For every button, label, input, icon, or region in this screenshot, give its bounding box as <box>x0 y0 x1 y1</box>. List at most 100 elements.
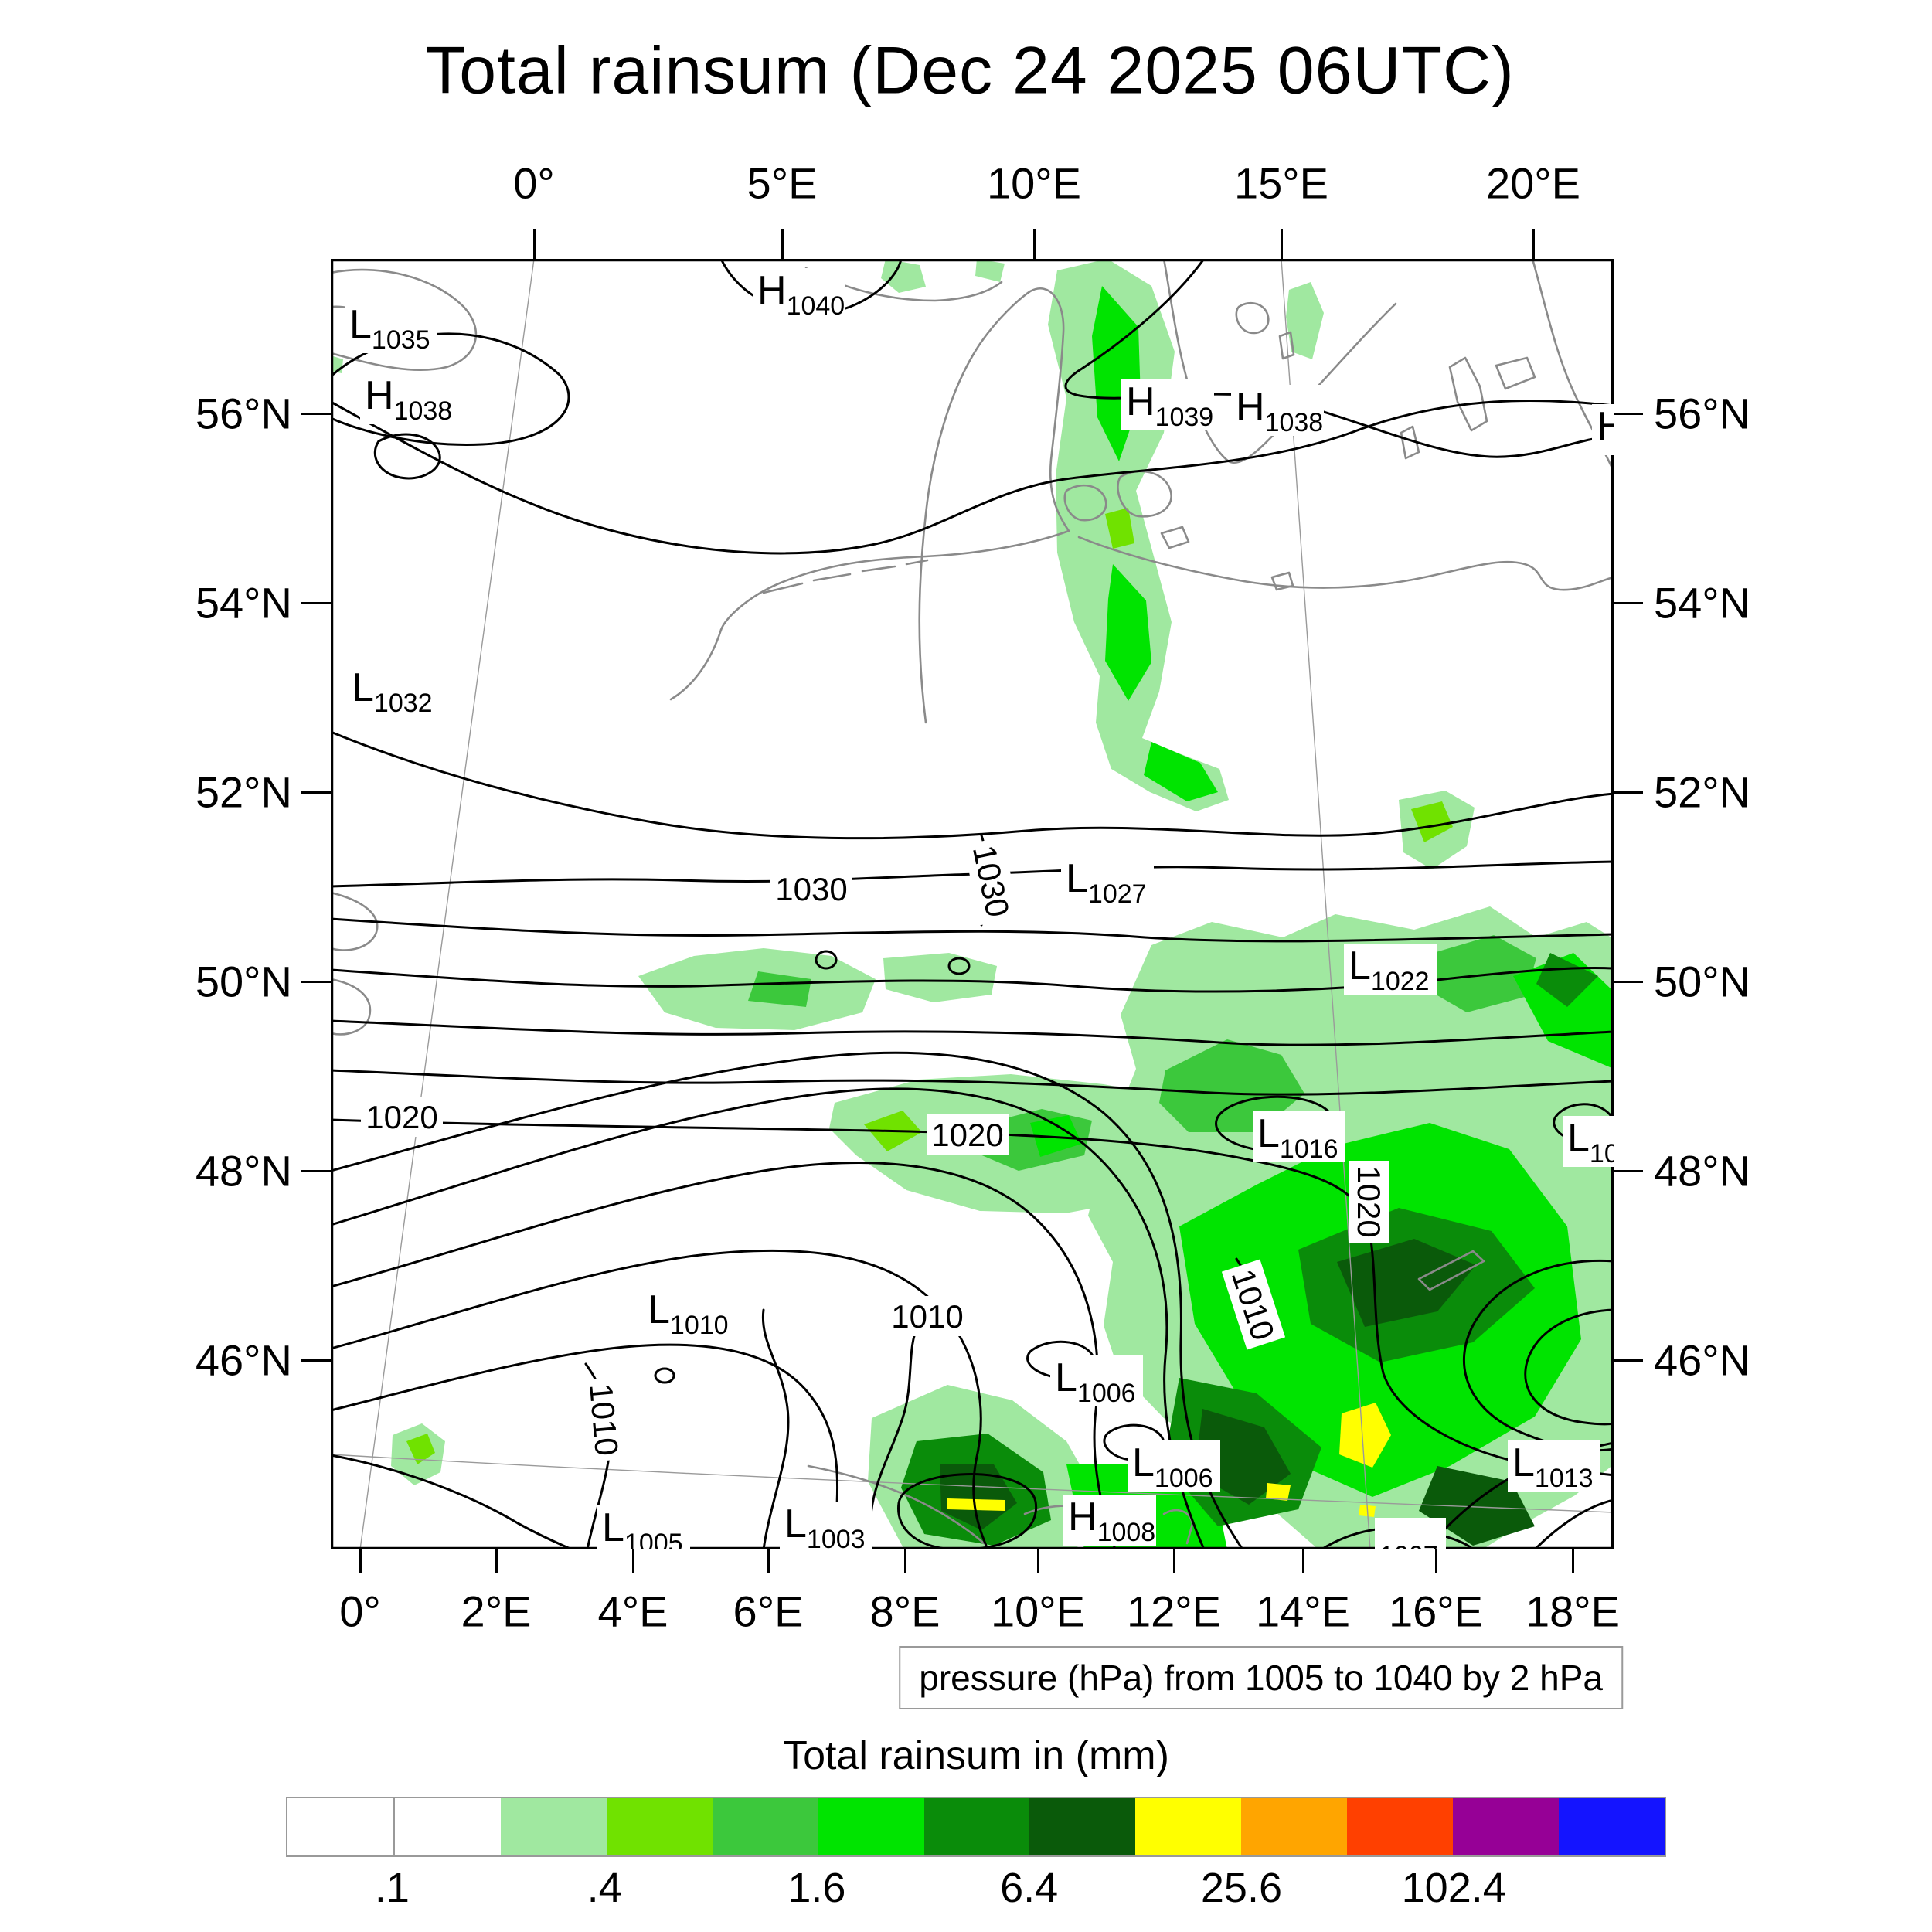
coast-german-bight <box>719 529 1070 631</box>
legend-tick-label: .1 <box>374 1865 410 1911</box>
pressure-center-label: L1019 <box>1563 1116 1614 1168</box>
coast-scotland <box>331 268 478 372</box>
lake-vanern <box>1235 301 1270 335</box>
svg-text:H1038: H1038 <box>1236 385 1323 437</box>
bottom-axis-label: 2°E <box>461 1587 532 1636</box>
pressure-caption-box: pressure (hPa) from 1005 to 1040 by 2 hP… <box>899 1646 1623 1709</box>
pressure-center-label: L1006 <box>1128 1440 1220 1493</box>
top-axis-label: 5°E <box>747 158 818 208</box>
coast-liguria <box>807 1464 985 1545</box>
left-axis-label: 46°N <box>195 1335 292 1385</box>
left-axis-tick <box>301 791 331 794</box>
bottom-axis-label: 4°E <box>597 1587 668 1636</box>
bottom-axis-tick <box>904 1549 906 1573</box>
right-axis-label: 46°N <box>1654 1335 1751 1385</box>
svg-text:L1027: L1027 <box>1066 856 1147 909</box>
map-panel: H1040 L1035 H1038 H1039 H1038 H L1032 L1027 L102… <box>331 259 1614 1549</box>
top-axis-label: 0° <box>513 158 555 208</box>
bottom-axis-tick <box>632 1549 634 1573</box>
svg-text:1020: 1020 <box>366 1099 437 1135</box>
bottom-axis-tick <box>1435 1549 1437 1573</box>
svg-text:H1039: H1039 <box>1126 379 1213 432</box>
legend-color-cell <box>500 1798 607 1855</box>
rain-yellow <box>947 1403 1391 1517</box>
pressure-center-label: H <box>1592 404 1614 455</box>
map-labels-layer: H1040 L1035 H1038 H1039 H1038 H L1032 L1027 L102… <box>345 268 1614 1549</box>
pressure-center-label: L1032 <box>347 665 440 718</box>
bottom-axis-tick <box>1173 1549 1175 1573</box>
svg-text:L1013: L1013 <box>1512 1440 1594 1493</box>
right-axis-label: 52°N <box>1654 767 1751 817</box>
top-axis-tick <box>1281 229 1283 259</box>
left-axis-label: 54°N <box>195 578 292 628</box>
right-axis-tick <box>1614 1170 1643 1172</box>
pressure-center-label: L1006 <box>1050 1355 1143 1408</box>
right-axis-tick <box>1614 1359 1643 1362</box>
pressure-center-label: H1038 <box>360 373 453 426</box>
bottom-axis-label: 8°E <box>869 1587 940 1636</box>
pressure-center-label: L1013 <box>1508 1440 1600 1493</box>
island-saaremaa <box>1495 356 1536 390</box>
pressure-center-label: H1040 <box>753 268 845 321</box>
pressure-center-label: L1027 <box>1061 856 1154 909</box>
legend-color-cell <box>818 1798 924 1855</box>
top-axis-label: 15°E <box>1233 158 1329 208</box>
legend-tick-label: 102.4 <box>1401 1865 1506 1911</box>
bottom-axis-tick <box>359 1549 362 1573</box>
legend-tick-label: 6.4 <box>1000 1865 1059 1911</box>
svg-text:L1010: L1010 <box>648 1287 729 1340</box>
svg-text:L1035: L1035 <box>349 302 430 355</box>
coast-funen <box>1063 484 1107 522</box>
right-axis-tick <box>1614 981 1643 983</box>
legend-color-cell <box>1135 1798 1242 1855</box>
left-axis-label: 48°N <box>195 1146 292 1196</box>
island-bornholm <box>1270 571 1294 591</box>
pressure-center-label: L1010 <box>643 1287 736 1340</box>
coast-netherlands <box>669 628 723 701</box>
page-title: Total rainsum (Dec 24 2025 06UTC) <box>425 33 1515 108</box>
right-axis-tick <box>1614 791 1643 794</box>
bottom-axis-label: 16°E <box>1388 1587 1484 1636</box>
left-axis-tick <box>301 1359 331 1362</box>
svg-text:1020: 1020 <box>1351 1165 1387 1237</box>
top-axis-tick <box>781 229 784 259</box>
legend-tick-label: 1.6 <box>787 1865 846 1911</box>
legend-tick-label: .4 <box>587 1865 622 1911</box>
svg-text:L1022: L1022 <box>1349 944 1430 996</box>
rain-chartreuse <box>406 508 1453 1464</box>
pressure-center-label: L1016 <box>1253 1111 1345 1164</box>
bottom-axis-tick <box>1572 1549 1574 1573</box>
isobar-value-label: 1010 <box>886 1296 968 1336</box>
legend-color-cell <box>923 1798 1030 1855</box>
left-axis-label: 56°N <box>195 389 292 438</box>
legend-color-cell <box>1453 1798 1560 1855</box>
svg-text:H1008: H1008 <box>1068 1495 1155 1547</box>
top-axis-label: 10°E <box>986 158 1082 208</box>
right-axis-tick <box>1614 413 1643 415</box>
top-axis-tick <box>533 229 536 259</box>
right-axis-label: 54°N <box>1654 578 1751 628</box>
bottom-axis-tick <box>1037 1549 1039 1573</box>
svg-text:1030: 1030 <box>966 842 1016 920</box>
legend-tick-label: 25.6 <box>1200 1865 1283 1911</box>
coast-france-n <box>331 978 372 1036</box>
svg-text:H1038: H1038 <box>365 373 452 426</box>
bottom-axis-label: 12°E <box>1126 1587 1222 1636</box>
top-axis-label: 20°E <box>1485 158 1581 208</box>
island-oland <box>1400 425 1420 460</box>
right-axis-tick <box>1614 602 1643 604</box>
pressure-center-label: L1022 <box>1344 944 1437 996</box>
isobar-value-label: 1030 <box>770 869 852 909</box>
svg-text:L1005: L1005 <box>602 1505 683 1549</box>
isobar-value-label: 1030 <box>963 836 1020 926</box>
right-axis-label: 50°N <box>1654 957 1751 1006</box>
svg-text:1030: 1030 <box>775 871 847 907</box>
left-axis-tick <box>301 1170 331 1172</box>
svg-text:L1003: L1003 <box>784 1502 866 1549</box>
left-axis-label: 50°N <box>195 957 292 1006</box>
svg-text:H: H <box>1597 404 1614 449</box>
coast-wadden-islands <box>762 559 929 594</box>
coast-baltic-south <box>1077 536 1614 591</box>
right-axis-label: 48°N <box>1654 1146 1751 1196</box>
